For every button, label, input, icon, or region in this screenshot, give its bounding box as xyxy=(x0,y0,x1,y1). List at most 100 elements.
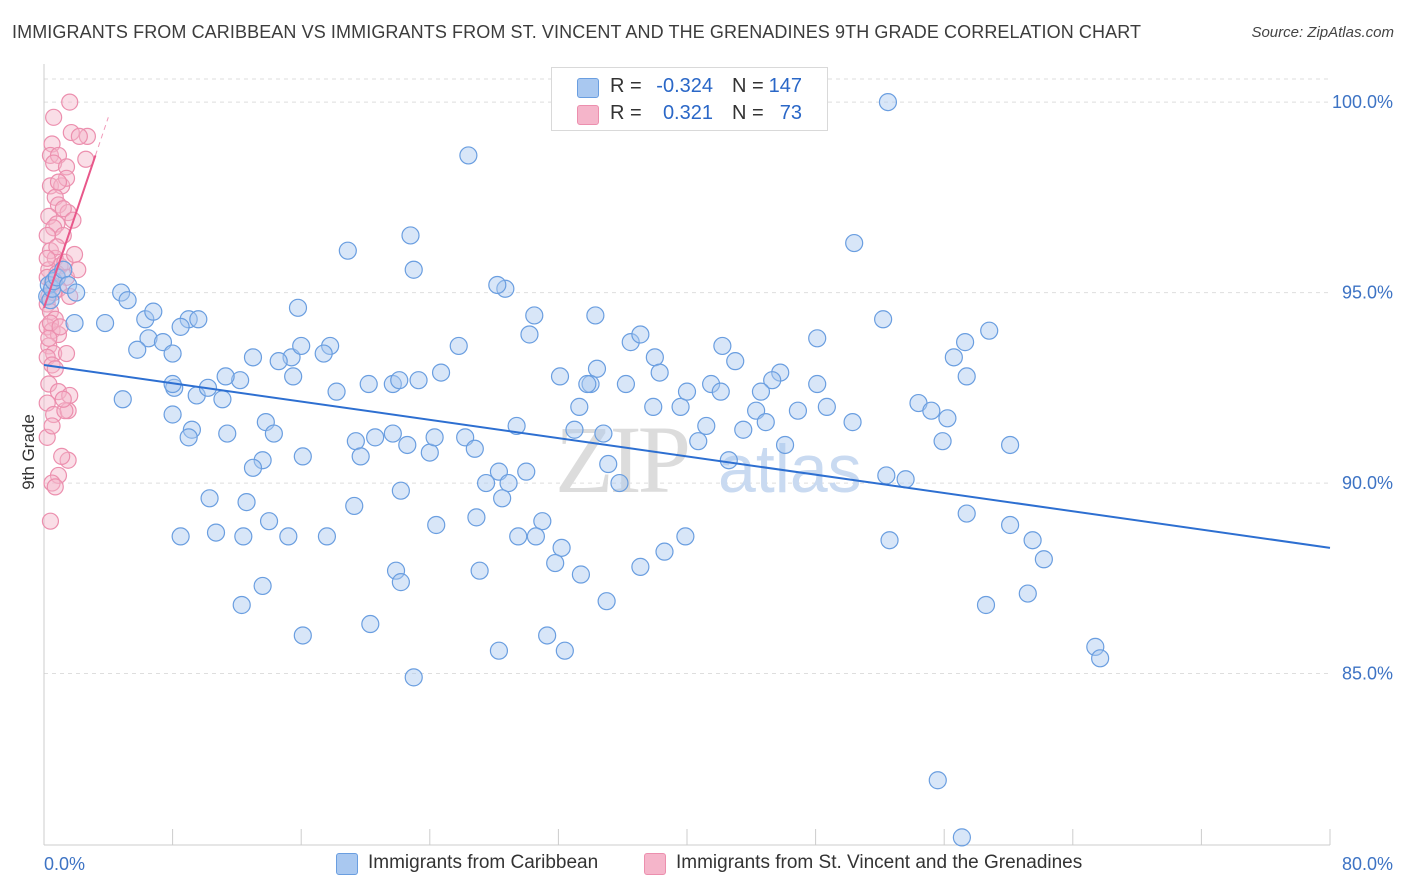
watermark-zip: ZIP xyxy=(555,406,688,513)
bottom-legend-caribbean: Immigrants from Caribbean xyxy=(336,852,626,878)
legend-row-st-vincent: R = 0.321 N = 73 xyxy=(552,100,827,128)
pink-series xyxy=(38,93,97,530)
legend-swatch-pink xyxy=(577,105,599,125)
blue-point xyxy=(366,428,385,447)
x-tick-labels: 0.0% 80.0% xyxy=(44,854,1393,874)
blue-point xyxy=(1018,584,1037,603)
blue-point xyxy=(493,489,512,508)
blue-point xyxy=(587,359,607,378)
blue-point xyxy=(719,451,738,470)
blue-point xyxy=(420,443,439,462)
pink-point xyxy=(57,344,76,363)
blue-point xyxy=(594,424,613,443)
blue-point xyxy=(243,348,263,367)
blue-point xyxy=(264,424,283,443)
blue-point xyxy=(459,146,478,165)
bottom-legend-label-st-vincent: Immigrants from St. Vincent and the Gren… xyxy=(676,852,1083,873)
legend-r-value: 0.321 xyxy=(662,102,713,124)
blue-point xyxy=(404,668,423,687)
blue-point xyxy=(243,458,263,477)
blue-point xyxy=(95,313,115,333)
blue-point xyxy=(1034,550,1053,569)
blue-point xyxy=(200,489,219,508)
blue-point xyxy=(163,405,182,424)
blue-point xyxy=(565,420,584,439)
pink-point xyxy=(65,245,84,264)
blue-point xyxy=(751,382,771,401)
legend-n-value: 73 xyxy=(779,102,802,124)
blue-point xyxy=(957,367,976,386)
blue-point xyxy=(359,374,378,394)
pink-trendline-extension xyxy=(94,117,109,156)
blue-point xyxy=(232,595,251,615)
blue-point xyxy=(112,283,131,302)
bottom-legend-st-vincent: Immigrants from St. Vincent and the Gren… xyxy=(644,852,1124,878)
blue-point xyxy=(677,382,697,401)
blue-point xyxy=(279,527,298,546)
x-tick-label-max: 80.0% xyxy=(1342,854,1393,874)
blue-point xyxy=(808,374,827,394)
blue-point xyxy=(171,527,190,546)
blue-point xyxy=(808,329,827,348)
blue-point xyxy=(526,527,545,546)
blue-point xyxy=(756,413,775,432)
blue-point xyxy=(525,306,544,325)
pink-point xyxy=(57,169,76,187)
bottom-legend-label-caribbean: Immigrants from Caribbean xyxy=(368,852,599,873)
pink-point xyxy=(54,200,72,218)
pink-point xyxy=(54,390,72,408)
blue-point xyxy=(317,527,337,546)
blue-point xyxy=(259,512,279,531)
blue-point xyxy=(520,325,539,344)
blue-point xyxy=(139,329,158,348)
blue-point xyxy=(944,348,963,367)
y-tick-label-85: 85.0% xyxy=(1342,664,1393,684)
blue-point xyxy=(1091,649,1110,668)
pink-point xyxy=(41,512,60,530)
blue-point xyxy=(327,382,346,401)
blue-point xyxy=(928,771,947,790)
blue-point xyxy=(610,473,629,493)
blue-point xyxy=(599,454,618,474)
pink-point xyxy=(70,127,88,145)
blue-point xyxy=(118,291,137,310)
blue-point xyxy=(499,473,518,493)
watermark-atlas: atlas xyxy=(718,431,862,507)
blue-point xyxy=(144,302,163,321)
blue-point xyxy=(1001,435,1020,455)
legend-swatch-blue xyxy=(577,78,599,98)
blue-point xyxy=(391,573,410,592)
blue-point xyxy=(321,336,340,356)
blue-trendline xyxy=(43,363,1331,549)
blue-point xyxy=(206,523,226,542)
blue-point xyxy=(507,416,526,436)
blue-point xyxy=(597,592,616,611)
pink-point xyxy=(51,318,69,336)
blue-point xyxy=(67,283,86,302)
blue-point xyxy=(404,260,423,279)
blue-point xyxy=(517,462,536,481)
blue-point xyxy=(234,527,253,546)
watermark: ZIP atlas xyxy=(555,406,862,513)
blue-point xyxy=(555,641,574,660)
blue-point xyxy=(952,828,971,847)
blue-point xyxy=(351,447,370,466)
blue-point xyxy=(775,435,795,455)
bottom-legend-swatch-pink xyxy=(644,853,666,875)
blue-point xyxy=(284,367,303,386)
pink-point xyxy=(43,417,61,435)
blue-point xyxy=(489,641,509,660)
blue-point xyxy=(171,317,190,336)
legend-row-caribbean: R = -0.324 N = 147 xyxy=(552,73,827,101)
blue-point xyxy=(427,515,446,535)
blue-point xyxy=(409,371,428,390)
blue-point xyxy=(631,325,650,344)
blue-point xyxy=(292,336,311,356)
blue-point xyxy=(383,424,402,443)
blue-point xyxy=(571,565,591,584)
axes xyxy=(43,64,1331,846)
blue-point xyxy=(578,374,597,394)
chart-source: Source: ZipAtlas.com xyxy=(1251,24,1394,41)
blue-point xyxy=(1086,637,1105,656)
blue-point xyxy=(933,432,952,451)
